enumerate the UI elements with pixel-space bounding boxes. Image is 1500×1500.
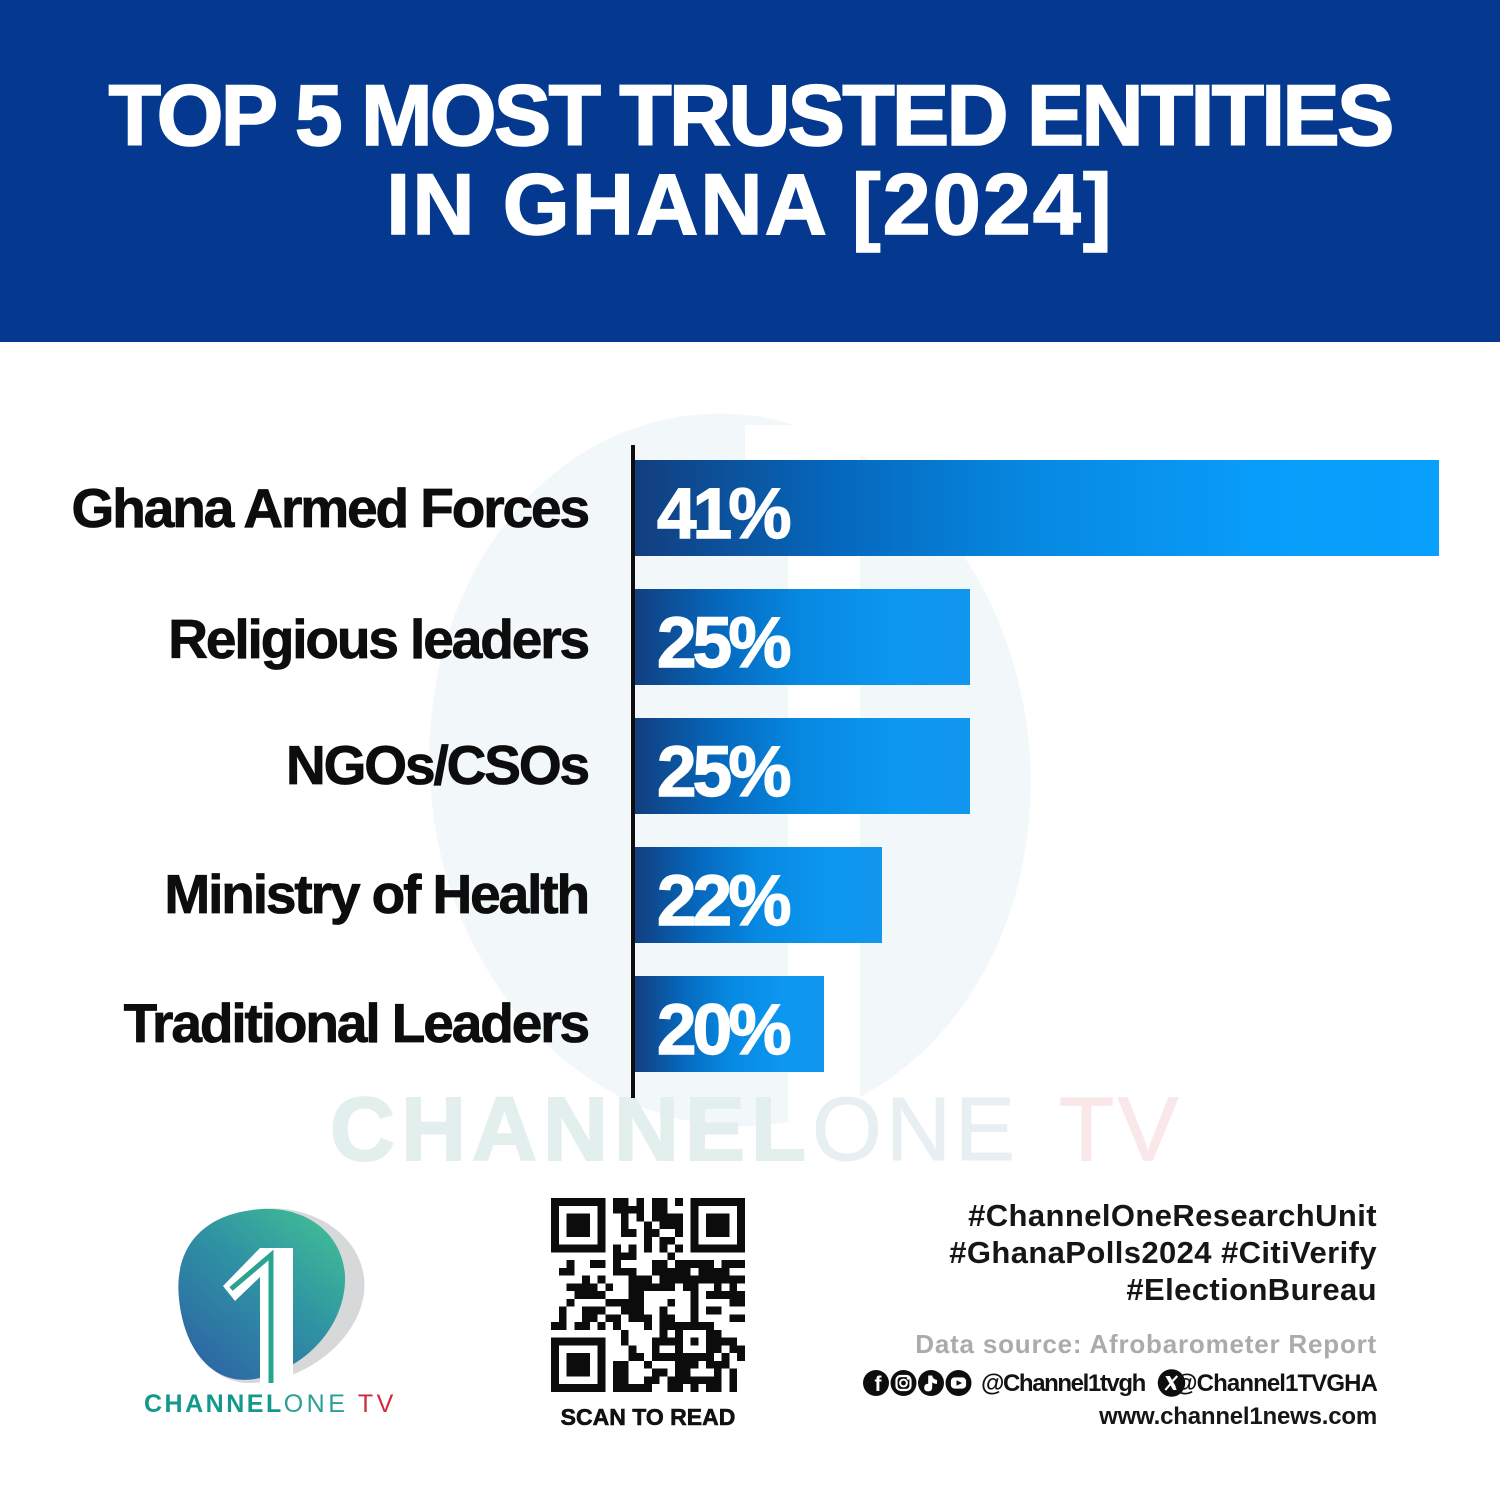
svg-text:@Channel1TVGHA: @Channel1TVGHA (1174, 1370, 1377, 1397)
svg-text:f: f (875, 1373, 883, 1396)
svg-text:@Channel1tvgh: @Channel1tvgh (981, 1370, 1146, 1397)
